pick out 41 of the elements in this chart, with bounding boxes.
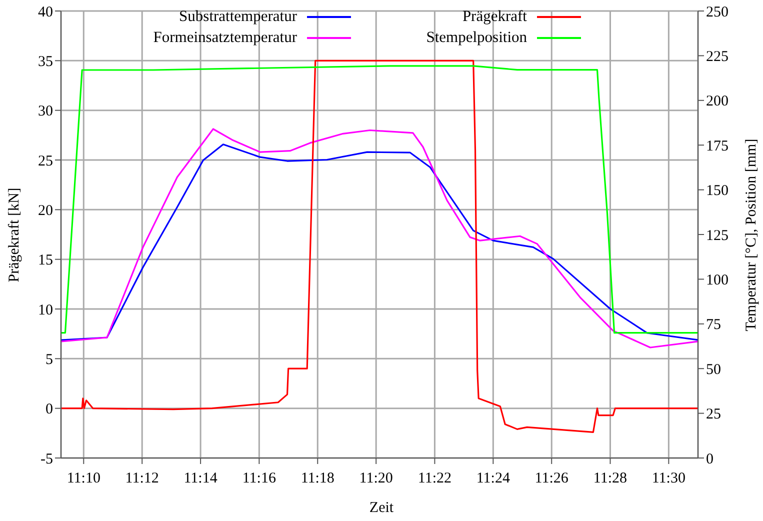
legend-label: Prägekraft (462, 8, 527, 26)
y-tick-label: -5 (40, 451, 53, 468)
x-tick-label: 11:18 (300, 470, 334, 487)
y-axis-title: Prägekraft [kN] (6, 188, 24, 282)
x-tick-label: 11:30 (652, 470, 686, 487)
y-tick-label: 20 (38, 202, 53, 219)
y2-tick-label: 250 (706, 4, 728, 20)
legend-label: Formeinsatztemperatur (153, 28, 297, 46)
y-tick-label: 5 (46, 352, 53, 368)
x-tick-label: 11:16 (242, 470, 276, 487)
x-tick-label: 11:24 (476, 470, 510, 487)
y-tick-label: 30 (38, 104, 53, 120)
y2-tick-label: 200 (706, 94, 728, 110)
y2-tick-label: 0 (706, 451, 714, 468)
x-tick-label: 11:12 (125, 470, 159, 487)
y2-tick-label: 25 (706, 406, 721, 423)
x-tick-label: 11:14 (184, 470, 218, 487)
x-tick-label: 11:10 (66, 470, 100, 487)
y2-tick-label: 225 (706, 49, 728, 66)
y2-tick-label: 50 (706, 362, 721, 378)
y2-tick-label: 125 (706, 228, 728, 244)
line-series (61, 60, 698, 433)
y-tick-label: 10 (38, 302, 53, 318)
y-tick-label: 15 (38, 252, 53, 269)
x-tick-label: 11:28 (593, 470, 628, 487)
y2-tick-label: 150 (706, 183, 728, 200)
y2-tick-label: 175 (706, 138, 728, 154)
y2-axis-title: Temperatur [°C], Position [mm] (744, 138, 760, 332)
y-tick-label: 40 (38, 4, 53, 20)
x-tick-label: 11:26 (534, 470, 569, 487)
line-series (61, 65, 698, 334)
x-tick-label: 11:20 (359, 470, 393, 487)
x-tick-label: 11:22 (418, 470, 452, 487)
y-tick-label: 25 (38, 153, 53, 170)
legend-label: Substrattemperatur (179, 8, 297, 26)
y2-tick-label: 75 (706, 317, 721, 334)
y-tick-label: 35 (38, 54, 53, 70)
legend-label: Stempelposition (426, 28, 527, 46)
x-axis-title: Zeit (368, 500, 395, 517)
y2-tick-label: 100 (706, 272, 728, 289)
y-tick-label: 0 (46, 402, 53, 418)
